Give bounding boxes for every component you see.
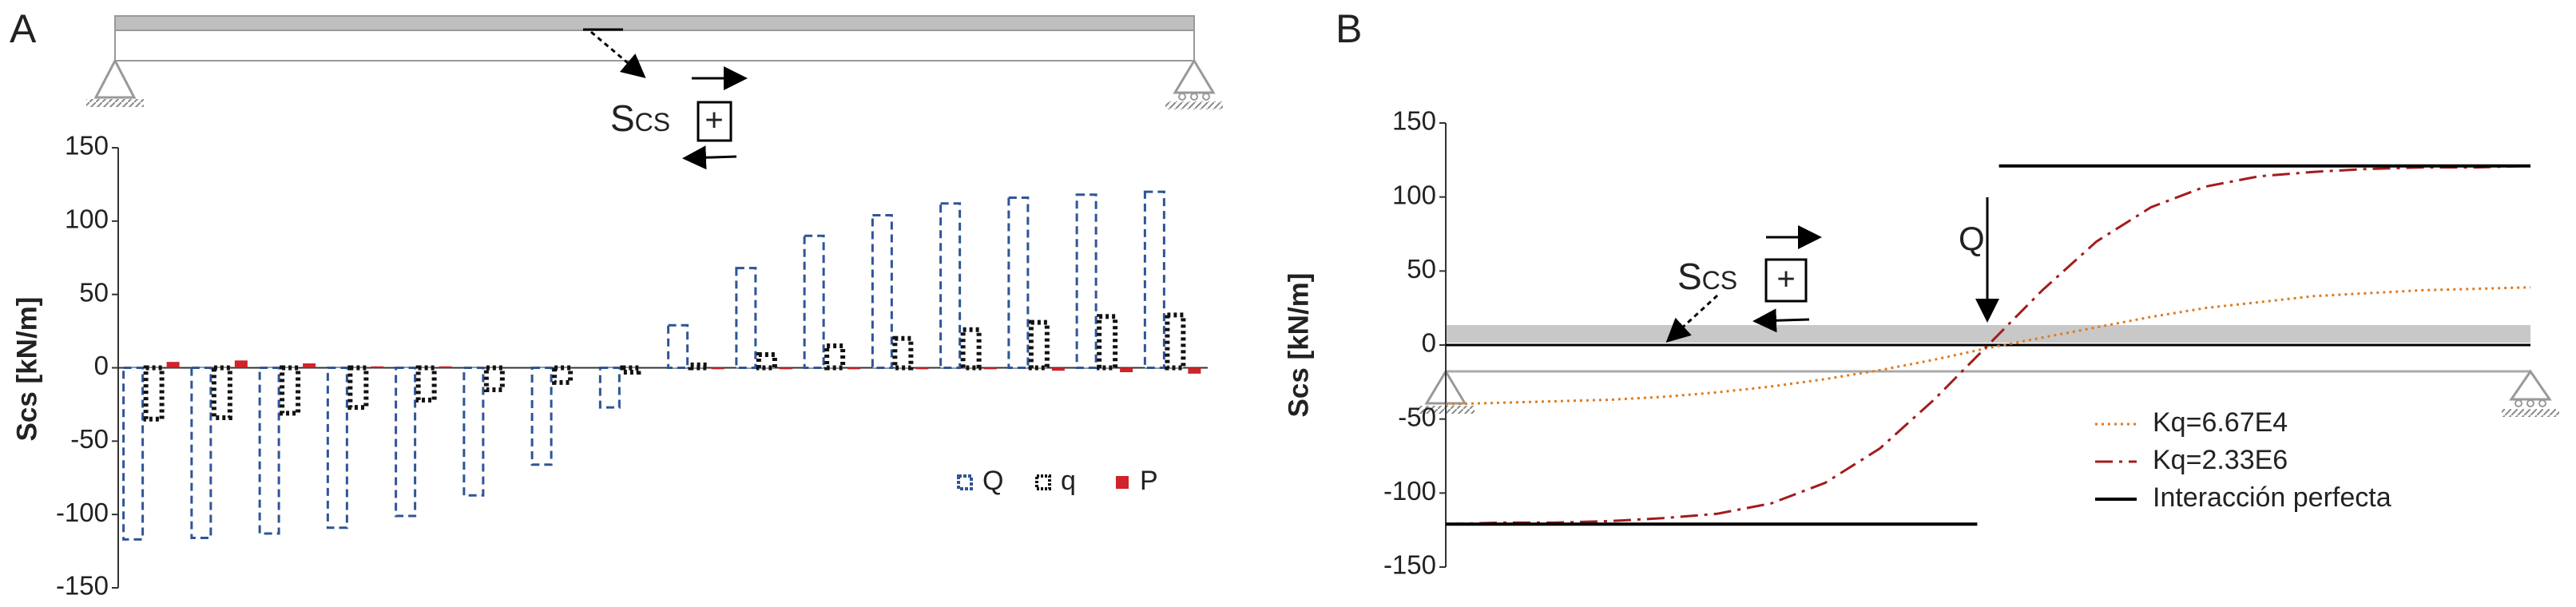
y-axis-title: Scs [kN/m] [1283, 273, 1314, 418]
bar [530, 367, 553, 466]
legend-marker [1035, 474, 1051, 490]
bar [234, 360, 248, 368]
sign: + [1776, 262, 1795, 297]
bar [892, 335, 914, 371]
y-tick-label: 100 [65, 204, 109, 234]
bar [1075, 193, 1097, 369]
bar [667, 323, 689, 369]
bar [915, 367, 929, 370]
y-tick-label: 50 [79, 277, 109, 307]
symbol: Scs [610, 97, 670, 139]
y-tick-label: 0 [94, 351, 109, 380]
series-line [1445, 165, 2531, 526]
series-line [1446, 164, 2530, 526]
bar [166, 362, 180, 368]
bar [824, 343, 846, 371]
bar [960, 327, 982, 371]
bar [462, 367, 485, 497]
bar [756, 351, 777, 371]
y-tick-label: -100 [1383, 476, 1436, 506]
y-tick-label: -50 [70, 424, 109, 454]
bar [326, 367, 348, 530]
y-tick-label: 150 [1392, 106, 1436, 136]
y-tick-label: -100 [56, 498, 109, 527]
legend-label: Interacción perfecta [2153, 482, 2391, 513]
y-tick-label: -50 [1398, 402, 1436, 431]
legend-label: Q [982, 466, 1003, 496]
bar [1165, 312, 1186, 371]
bar [211, 365, 232, 420]
bar [1120, 367, 1133, 373]
series-line [1445, 286, 2531, 406]
legend-marker [1116, 476, 1129, 489]
bar [803, 234, 825, 370]
bar [598, 367, 621, 409]
bar [122, 367, 145, 541]
bar [688, 362, 709, 371]
y-axis-title: Scs [kN/m] [11, 297, 42, 442]
bar [1051, 367, 1065, 371]
y-tick-label: 100 [1392, 180, 1436, 209]
bar [395, 367, 417, 518]
panel-label: A [10, 6, 37, 51]
bar [347, 365, 369, 411]
bar [483, 365, 505, 393]
bar [303, 363, 316, 368]
y-tick-label: -150 [56, 571, 109, 601]
bar [143, 365, 165, 422]
bar [1188, 367, 1201, 374]
panel-label: B [1336, 6, 1362, 51]
y-tick-label: 50 [1407, 254, 1436, 284]
bar [939, 202, 962, 369]
bar [1097, 314, 1118, 371]
bar [620, 365, 641, 375]
bar [871, 213, 893, 369]
bar [779, 367, 792, 370]
bar [439, 366, 452, 368]
symbol: Scs [1677, 256, 1737, 297]
load-label: Q [1959, 220, 1985, 257]
y-tick-label: -150 [1383, 550, 1436, 580]
legend-label: P [1140, 466, 1158, 496]
bar [1007, 196, 1030, 369]
legend-label: Kq=2.33E6 [2153, 445, 2288, 475]
bar [711, 367, 724, 370]
bar [280, 365, 301, 416]
sign: + [705, 103, 723, 138]
bar [190, 367, 212, 540]
y-tick-label: 0 [1422, 328, 1436, 358]
bar [1143, 190, 1165, 369]
legend-label: Kq=6.67E4 [2153, 407, 2288, 438]
bar [983, 367, 997, 370]
bar [847, 367, 861, 370]
y-tick-label: 150 [65, 131, 109, 161]
beam-diagram-b [1417, 197, 2559, 417]
bar [415, 365, 437, 403]
legend-label: q [1061, 466, 1076, 496]
bar [735, 267, 757, 369]
bar [552, 365, 574, 385]
beam-diagram-a [86, 15, 1223, 170]
bar [371, 366, 384, 368]
bar [1028, 319, 1050, 371]
bar [258, 367, 280, 535]
legend-marker [957, 474, 973, 490]
